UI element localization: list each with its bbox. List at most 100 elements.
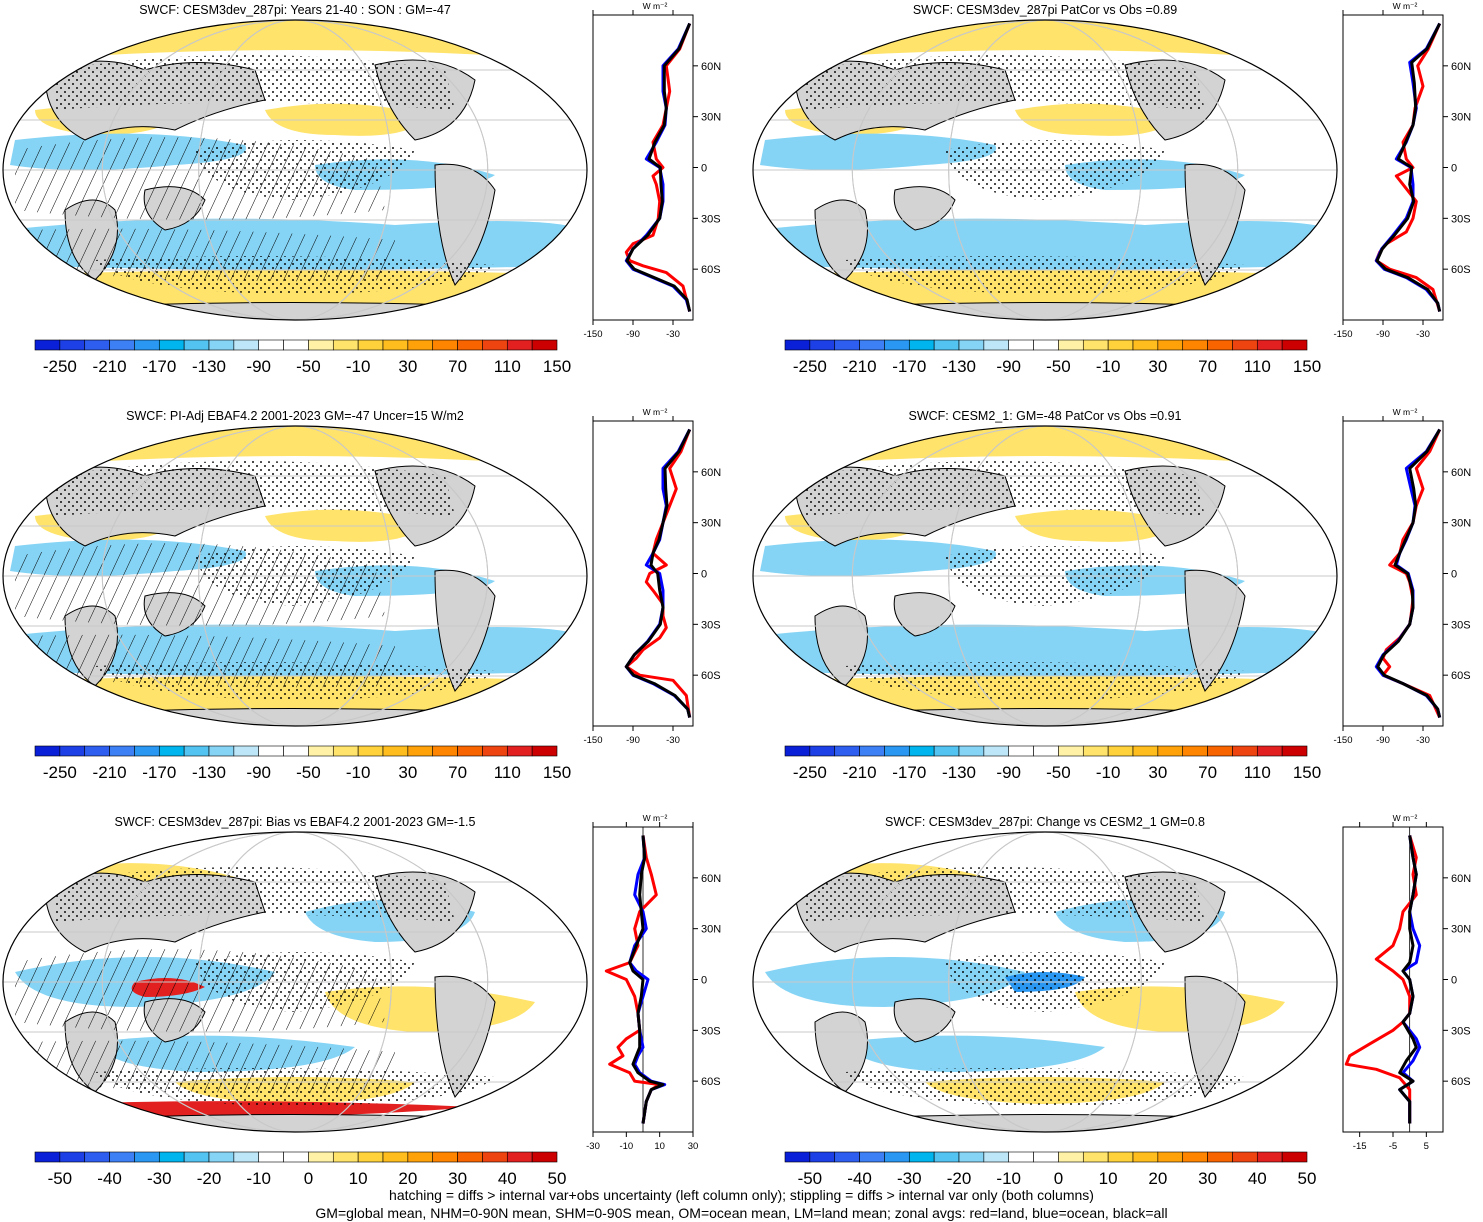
colorbar-swatch — [208, 745, 235, 757]
latitude-tick-label: 30S — [1451, 619, 1471, 631]
colorbar-swatch — [258, 339, 284, 351]
colorbar-tick-label: 30 — [1198, 1169, 1217, 1188]
colorbar-swatch — [859, 745, 885, 757]
colorbar-swatch — [1232, 339, 1258, 351]
map-field — [753, 832, 1337, 1132]
x-tick-label: -30 — [586, 1141, 600, 1152]
colorbar-swatch — [784, 1151, 811, 1163]
colorbar-tick-label: 40 — [1248, 1169, 1267, 1188]
colorbar-swatch — [357, 339, 384, 351]
colorbar-tick-label: -130 — [192, 763, 226, 782]
colorbar: -250 -210 -170 -130 -90 -50 -10 30 70 110 150 — [34, 339, 571, 376]
negative-field-region — [760, 539, 997, 576]
latitude-tick-label: 60S — [1451, 1076, 1471, 1088]
hatching-overlay — [15, 137, 385, 221]
x-tick-label: -150 — [583, 735, 602, 746]
negative-diff-region — [845, 1035, 1105, 1072]
map-panel — [752, 831, 1338, 1133]
colorbar-tick-label: -50 — [798, 1169, 823, 1188]
panel-title: SWCF: CESM3dev_287pi: Bias vs EBAF4.2 20… — [115, 815, 476, 829]
colorbar-tick-label: -40 — [847, 1169, 872, 1188]
longitude-gridline — [851, 20, 1239, 320]
colorbar-swatch — [332, 1151, 359, 1163]
land-mass — [764, 708, 1316, 726]
latitude-tick-label: 60N — [701, 61, 721, 73]
colorbar-swatch — [158, 339, 185, 351]
stippling-overlay — [55, 461, 455, 516]
colorbar-swatch — [1207, 1151, 1233, 1163]
land-mass — [434, 975, 496, 1098]
colorbar-swatch — [1033, 745, 1059, 757]
colorbar-swatch — [1033, 339, 1059, 351]
colorbar-swatch — [1281, 339, 1308, 351]
colorbar-tick-label: -10 — [346, 357, 371, 376]
longitude-gridline — [948, 832, 1142, 1132]
map-field — [3, 832, 587, 1132]
colorbar-swatch — [457, 745, 483, 757]
colorbar-tick-label: 10 — [1099, 1169, 1118, 1188]
stippling-overlay — [805, 461, 1205, 516]
longitude-gridline — [198, 20, 392, 320]
colorbar-swatch — [1107, 1151, 1134, 1163]
colorbar-swatch — [784, 339, 811, 351]
zonal-mean-plot: 60N 30N 0 30S 60S -150 -90 -30 W m⁻² — [583, 407, 721, 746]
zonal-plot-frame — [1342, 14, 1444, 321]
land-mass — [434, 569, 496, 692]
zonal-line-land — [624, 428, 692, 718]
colorbar-swatch — [1008, 1151, 1034, 1163]
x-tick-label: -30 — [1416, 735, 1430, 746]
zonal-line-all — [628, 835, 665, 1124]
latitude-tick-label: 30N — [701, 924, 721, 936]
zonal-line-all — [624, 428, 692, 718]
colorbar: -250 -210 -170 -130 -90 -50 -10 30 70 110 150 — [784, 745, 1321, 782]
zonal-plot-frame — [1342, 826, 1444, 1133]
colorbar-swatch — [1281, 1151, 1308, 1163]
map-panel — [2, 425, 588, 727]
colorbar-swatch — [258, 745, 284, 757]
colorbar-tick-label: -250 — [43, 763, 77, 782]
colorbar-swatch — [233, 339, 260, 351]
land-mass — [1184, 975, 1246, 1098]
stippling-overlay — [845, 256, 1245, 295]
colorbar-swatch — [34, 339, 61, 351]
negative-field-region — [760, 133, 997, 170]
colorbar-swatch — [308, 1151, 334, 1163]
colorbar-swatch — [784, 745, 811, 757]
colorbar-tick-label: -90 — [246, 763, 271, 782]
colorbar-swatch — [506, 339, 533, 351]
colorbar-tick-label: 70 — [1198, 357, 1217, 376]
longitude-gridline — [851, 832, 1239, 1132]
latitude-tick-label: 60N — [1451, 467, 1471, 479]
colorbar-swatch — [809, 1151, 836, 1163]
colorbar: -50 -40 -30 -20 -10 0 10 20 30 40 50 — [34, 1151, 566, 1188]
hatching-overlay — [25, 228, 395, 282]
colorbar-swatch — [84, 339, 110, 351]
x-tick-label: 30 — [688, 1141, 699, 1152]
colorbar-tick-label: 30 — [1148, 357, 1167, 376]
colorbar-swatch — [958, 745, 985, 757]
colorbar-tick-label: -250 — [793, 357, 827, 376]
colorbar-tick-label: -10 — [1096, 763, 1121, 782]
colorbar-tick-label: -10 — [246, 1169, 271, 1188]
colorbar-swatch — [531, 339, 558, 351]
latitude-tick-label: 60S — [701, 670, 721, 682]
colorbar-swatch — [1281, 745, 1308, 757]
longitude-gridline — [101, 832, 489, 1132]
colorbar-swatch — [1232, 745, 1258, 757]
x-tick-label: -150 — [1333, 329, 1352, 340]
colorbar-swatch — [1256, 339, 1283, 351]
latitude-tick-label: 30S — [1451, 213, 1471, 225]
colorbar-swatch — [432, 339, 458, 351]
colorbar-swatch — [859, 339, 885, 351]
colorbar-swatch — [1207, 339, 1233, 351]
colorbar-swatch — [531, 745, 558, 757]
colorbar-tick-label: -170 — [892, 763, 926, 782]
colorbar-swatch — [208, 1151, 235, 1163]
colorbar-swatch — [109, 745, 135, 757]
hatching-overlay — [15, 949, 385, 1032]
colorbar-tick-label: 150 — [1293, 763, 1321, 782]
colorbar-swatch — [158, 1151, 185, 1163]
latitude-tick-label: 0 — [1451, 163, 1457, 175]
colorbar-swatch — [1157, 1151, 1184, 1163]
colorbar-tick-label: 20 — [1148, 1169, 1167, 1188]
